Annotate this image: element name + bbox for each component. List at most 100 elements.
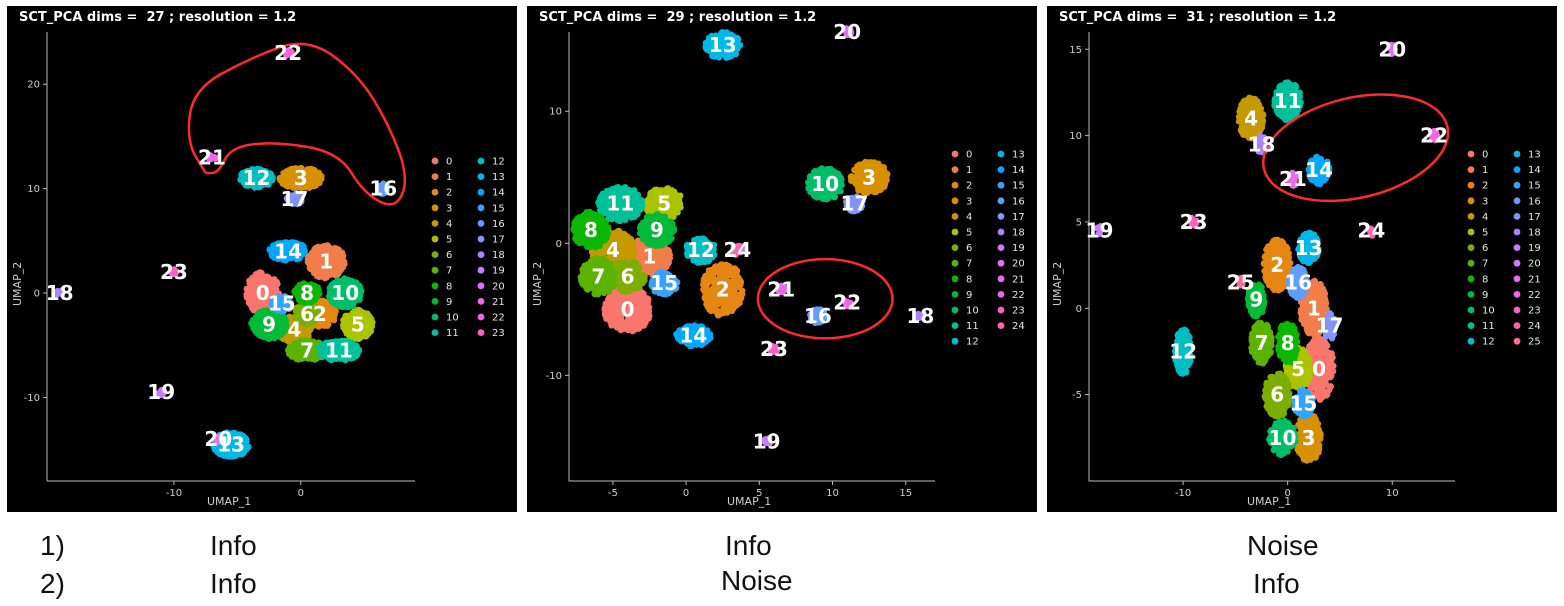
cluster-point <box>289 169 297 176</box>
cluster-point <box>645 304 653 311</box>
y-tick-label: -10 <box>24 393 40 404</box>
cluster-point <box>708 270 716 278</box>
legend-label: 7 <box>446 266 452 277</box>
cluster-point <box>333 252 341 259</box>
cluster-5-points <box>340 306 376 342</box>
cluster-point <box>350 312 358 319</box>
panel-1-title: SCT_PCA dims = 27 ; resolution = 1.2 <box>19 10 297 25</box>
legend-label: 5 <box>446 235 452 246</box>
cluster-label-11: 11 <box>325 338 353 362</box>
cluster-point <box>304 256 312 263</box>
cluster-point <box>716 269 723 277</box>
legend-label: 19 <box>492 266 505 277</box>
cluster-point <box>263 274 270 281</box>
cluster-label-9: 9 <box>262 312 276 336</box>
cluster-point <box>671 194 679 201</box>
cluster-point <box>732 266 739 273</box>
cluster-point <box>270 283 277 290</box>
umap-panel-2: -5 0 5 10 15 -10 0 10 0 1 2 3 4 5 6 7 8 9 10 11 12 13 14 15 16 17… <box>527 6 1037 512</box>
cluster-point <box>257 301 265 308</box>
legend-label: 0 <box>446 157 452 168</box>
cluster-point <box>294 329 301 336</box>
legend-label: 12 <box>492 157 505 168</box>
legend-label: 2 <box>446 188 452 199</box>
x-tick-label: 0 <box>683 488 689 499</box>
y-tick-label: 0 <box>556 239 562 250</box>
cluster-point <box>882 173 890 180</box>
cluster-point <box>278 322 285 329</box>
legend-swatch <box>431 204 439 212</box>
cluster-label-2: 2 <box>313 302 327 326</box>
legend-label: 11 <box>446 328 459 339</box>
cluster-points <box>52 46 390 460</box>
legend-label: 8 <box>446 281 452 292</box>
cluster-point <box>358 328 366 336</box>
legend-label: 14 <box>492 188 505 199</box>
cluster-label-6: 6 <box>300 302 314 326</box>
y-tick-label: 20 <box>27 80 40 91</box>
cluster-point <box>655 261 663 268</box>
cluster-point <box>633 312 641 320</box>
legend-swatch <box>431 220 439 227</box>
cluster-point <box>640 322 647 329</box>
umap-panel-1: -10 0 -10 0 10 20 0 1 2 3 4 5 6 7 8 9 10 11 12 13 14 15 16 17 18… <box>7 6 517 512</box>
legend-swatch <box>431 173 439 181</box>
legend-label: 13 <box>492 172 505 183</box>
cluster-point <box>715 312 722 319</box>
legend-label: 1 <box>446 172 452 183</box>
cluster-point <box>333 272 340 279</box>
cluster-point <box>608 314 616 322</box>
cluster-point <box>344 327 352 334</box>
cluster-point <box>293 347 300 355</box>
cluster-point <box>671 201 678 208</box>
legend-label: 16 <box>492 219 505 230</box>
cluster-point <box>312 264 319 271</box>
cluster-label-16: 16 <box>369 177 397 201</box>
cluster-point <box>367 316 374 323</box>
cluster-point <box>283 169 290 176</box>
cluster-points <box>570 25 927 447</box>
cluster-point <box>313 174 320 182</box>
legend-swatch <box>477 157 485 165</box>
legend-swatch <box>477 266 485 274</box>
legend-label: 15 <box>492 203 505 214</box>
cluster-point <box>338 263 345 271</box>
cluster-point <box>297 184 305 192</box>
cluster-point <box>644 311 651 318</box>
cluster-point <box>264 291 271 298</box>
legend-swatch <box>431 329 439 336</box>
legend-label: 3 <box>446 203 452 214</box>
legend-swatch <box>431 298 439 305</box>
cluster-point <box>705 300 712 307</box>
legend-label: 9 <box>446 297 452 308</box>
cluster-point <box>608 293 615 301</box>
cluster-point <box>318 342 325 350</box>
legend-swatch <box>431 282 439 290</box>
cluster-label-15: 15 <box>268 291 296 315</box>
x-tick-label: 0 <box>298 488 304 499</box>
cluster-label-7: 7 <box>300 338 314 362</box>
legend-label: 22 <box>492 313 505 324</box>
cluster-point <box>645 296 652 303</box>
cluster-point <box>848 173 855 180</box>
cluster-point <box>254 270 261 277</box>
cluster-label-12: 12 <box>242 166 270 190</box>
cluster-point <box>291 179 299 186</box>
cluster-3-points <box>276 164 325 192</box>
cluster-label-1: 1 <box>319 250 333 274</box>
cluster-point <box>648 204 655 211</box>
y-tick-label: -10 <box>546 371 562 382</box>
legend-label: 18 <box>492 250 505 261</box>
cluster-1-points <box>304 242 348 282</box>
cluster-label-18: 18 <box>46 281 74 305</box>
cluster-6-points <box>292 300 323 328</box>
cluster-point <box>666 251 673 258</box>
cluster-point <box>324 322 331 329</box>
cluster-point <box>603 315 610 322</box>
legend-swatch <box>477 220 485 227</box>
cluster-point <box>327 258 334 265</box>
cluster-point <box>315 169 322 176</box>
